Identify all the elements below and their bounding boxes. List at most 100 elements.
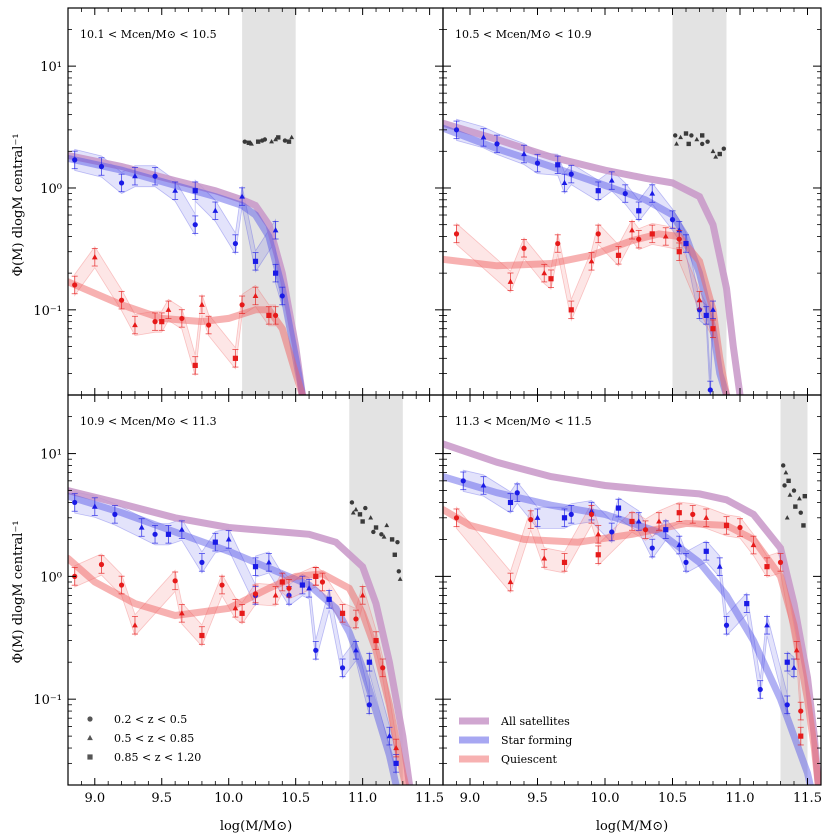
star-forming-circle-point [313,647,319,653]
x-tick-label: 9.0 [460,791,481,806]
black-data-point [793,504,798,509]
quiescent-circle-point [453,515,460,521]
black-data-point [781,463,786,468]
quiescent-triangle-point [272,592,279,598]
legend-sf-label: Star forming [501,734,572,747]
quiescent-circle-point [636,236,642,242]
star-forming-triangle-point [225,536,232,542]
quiescent-triangle-point [662,233,669,239]
star-forming-square-point [663,527,669,533]
star-forming-circle-point [609,529,615,535]
star-forming-square-point [272,270,279,276]
star-forming-square-point [615,505,622,511]
star-forming-circle-point [622,190,628,197]
quiescent-square-point [615,252,622,258]
quiescent-circle-point [777,559,784,565]
black-data-point [801,523,806,528]
quiescent-triangle-point [252,292,259,299]
star-forming-square-point [366,659,372,665]
legend-all-label: All satellites [500,715,570,728]
star-forming-square-point [595,188,601,194]
star-forming-triangle-point [386,733,393,739]
panels: 10⁻¹ 10⁰ 10¹ 10.1 < Mcen/M⊙ < 10.5 10.5 < Mc… [33,7,822,806]
legends: 0.2 < z < 0.5 0.5 < z < 0.85 0.85 < z < 1.… [87,713,572,766]
black-data-point [689,133,694,138]
quiescent-circle-point [528,517,534,523]
quiescent-triangle-point [750,541,757,548]
star-forming-triangle-point [791,664,797,670]
star-forming-circle-point [757,686,763,693]
star-forming-band [74,491,397,775]
star-forming-line [443,473,814,785]
quiescent-circle-point [252,591,259,597]
star-forming-circle-point [534,160,541,166]
quiescent-circle-point [179,315,185,322]
all-satellites-line [68,151,306,395]
quiescent-circle-point [272,312,279,319]
quiescent-circle-point [206,322,212,328]
star-forming-circle-point [784,702,790,708]
black-data-point [791,488,797,493]
star-forming-triangle-point [172,187,179,193]
x-tick-label: 10.0 [591,791,620,806]
star-forming-circle-point [568,171,574,177]
panel-1: 10⁻¹ 10⁰ 10¹ 10.1 < Mcen/M⊙ < 10.5 [33,7,444,396]
quiescent-square-point [561,559,568,565]
quiescent-circle-point [453,231,460,237]
quiescent-circle-point [152,319,158,325]
y-tick-label: 10⁰ [40,182,62,197]
quiescent-square-point [798,733,804,739]
panel-2: 10.5 < Mcen/M⊙ < 10.9 [442,7,822,396]
quiescent-square-point [199,632,205,639]
quiescent-line [68,278,306,395]
all-satellites-line [68,487,413,785]
star-forming-circle-point [192,222,198,228]
star-forming-circle-point [112,511,118,517]
star-forming-square-point [784,659,790,665]
quiescent-circle-point [555,240,561,247]
legend-redshift-label: 0.5 < z < 0.85 [114,732,194,745]
y-tick-label: 10¹ [40,448,62,463]
black-data-point [289,134,295,140]
star-forming-circle-point [494,141,500,147]
black-data-point [713,154,719,159]
legend-redshift-label: 0.2 < z < 0.5 [114,713,187,726]
quiescent-circle-point [690,511,696,517]
star-forming-circle-point [152,173,158,179]
quiescent-triangle-point [696,297,703,303]
star-forming-square-point [636,208,642,214]
x-tick-label: 10.5 [281,791,310,806]
quiescent-circle-point [676,236,682,242]
star-forming-square-point [683,240,689,247]
quiescent-circle-point [798,708,804,714]
star-forming-triangle-point [534,514,541,520]
quiescent-circle-point [118,582,125,588]
panel-mass-label: 10.5 < Mcen/M⊙ < 10.9 [455,28,592,41]
black-data-point [273,136,279,142]
star-forming-square-point [299,582,305,588]
star-forming-triangle-point [266,559,272,565]
star-forming-triangle-point [353,647,359,653]
quiescent-circle-point [219,582,225,588]
star-forming-triangle-point [272,227,279,233]
panel-mass-label: 10.9 < Mcen/M⊙ < 11.3 [80,415,217,428]
quiescent-triangle-point [359,592,366,598]
quiescent-square-point [266,312,272,319]
black-data-point [717,151,722,157]
quiescent-square-point [595,552,601,558]
all-satellites-line [443,119,744,395]
star-forming-square-point [703,312,709,319]
black-data-point [389,537,395,542]
star-forming-circle-point [339,665,346,671]
black-data-point [371,529,376,535]
star-forming-triangle-point [91,503,98,509]
star-forming-circle-point [152,531,158,537]
star-forming-line [68,154,306,395]
quiescent-circle-point [118,297,125,303]
black-data-point [710,148,716,154]
black-data-point [700,141,705,147]
black-data-point [259,138,265,143]
quiescent-triangle-point [199,301,205,307]
black-data-point [686,141,691,147]
black-data-point [368,515,374,520]
